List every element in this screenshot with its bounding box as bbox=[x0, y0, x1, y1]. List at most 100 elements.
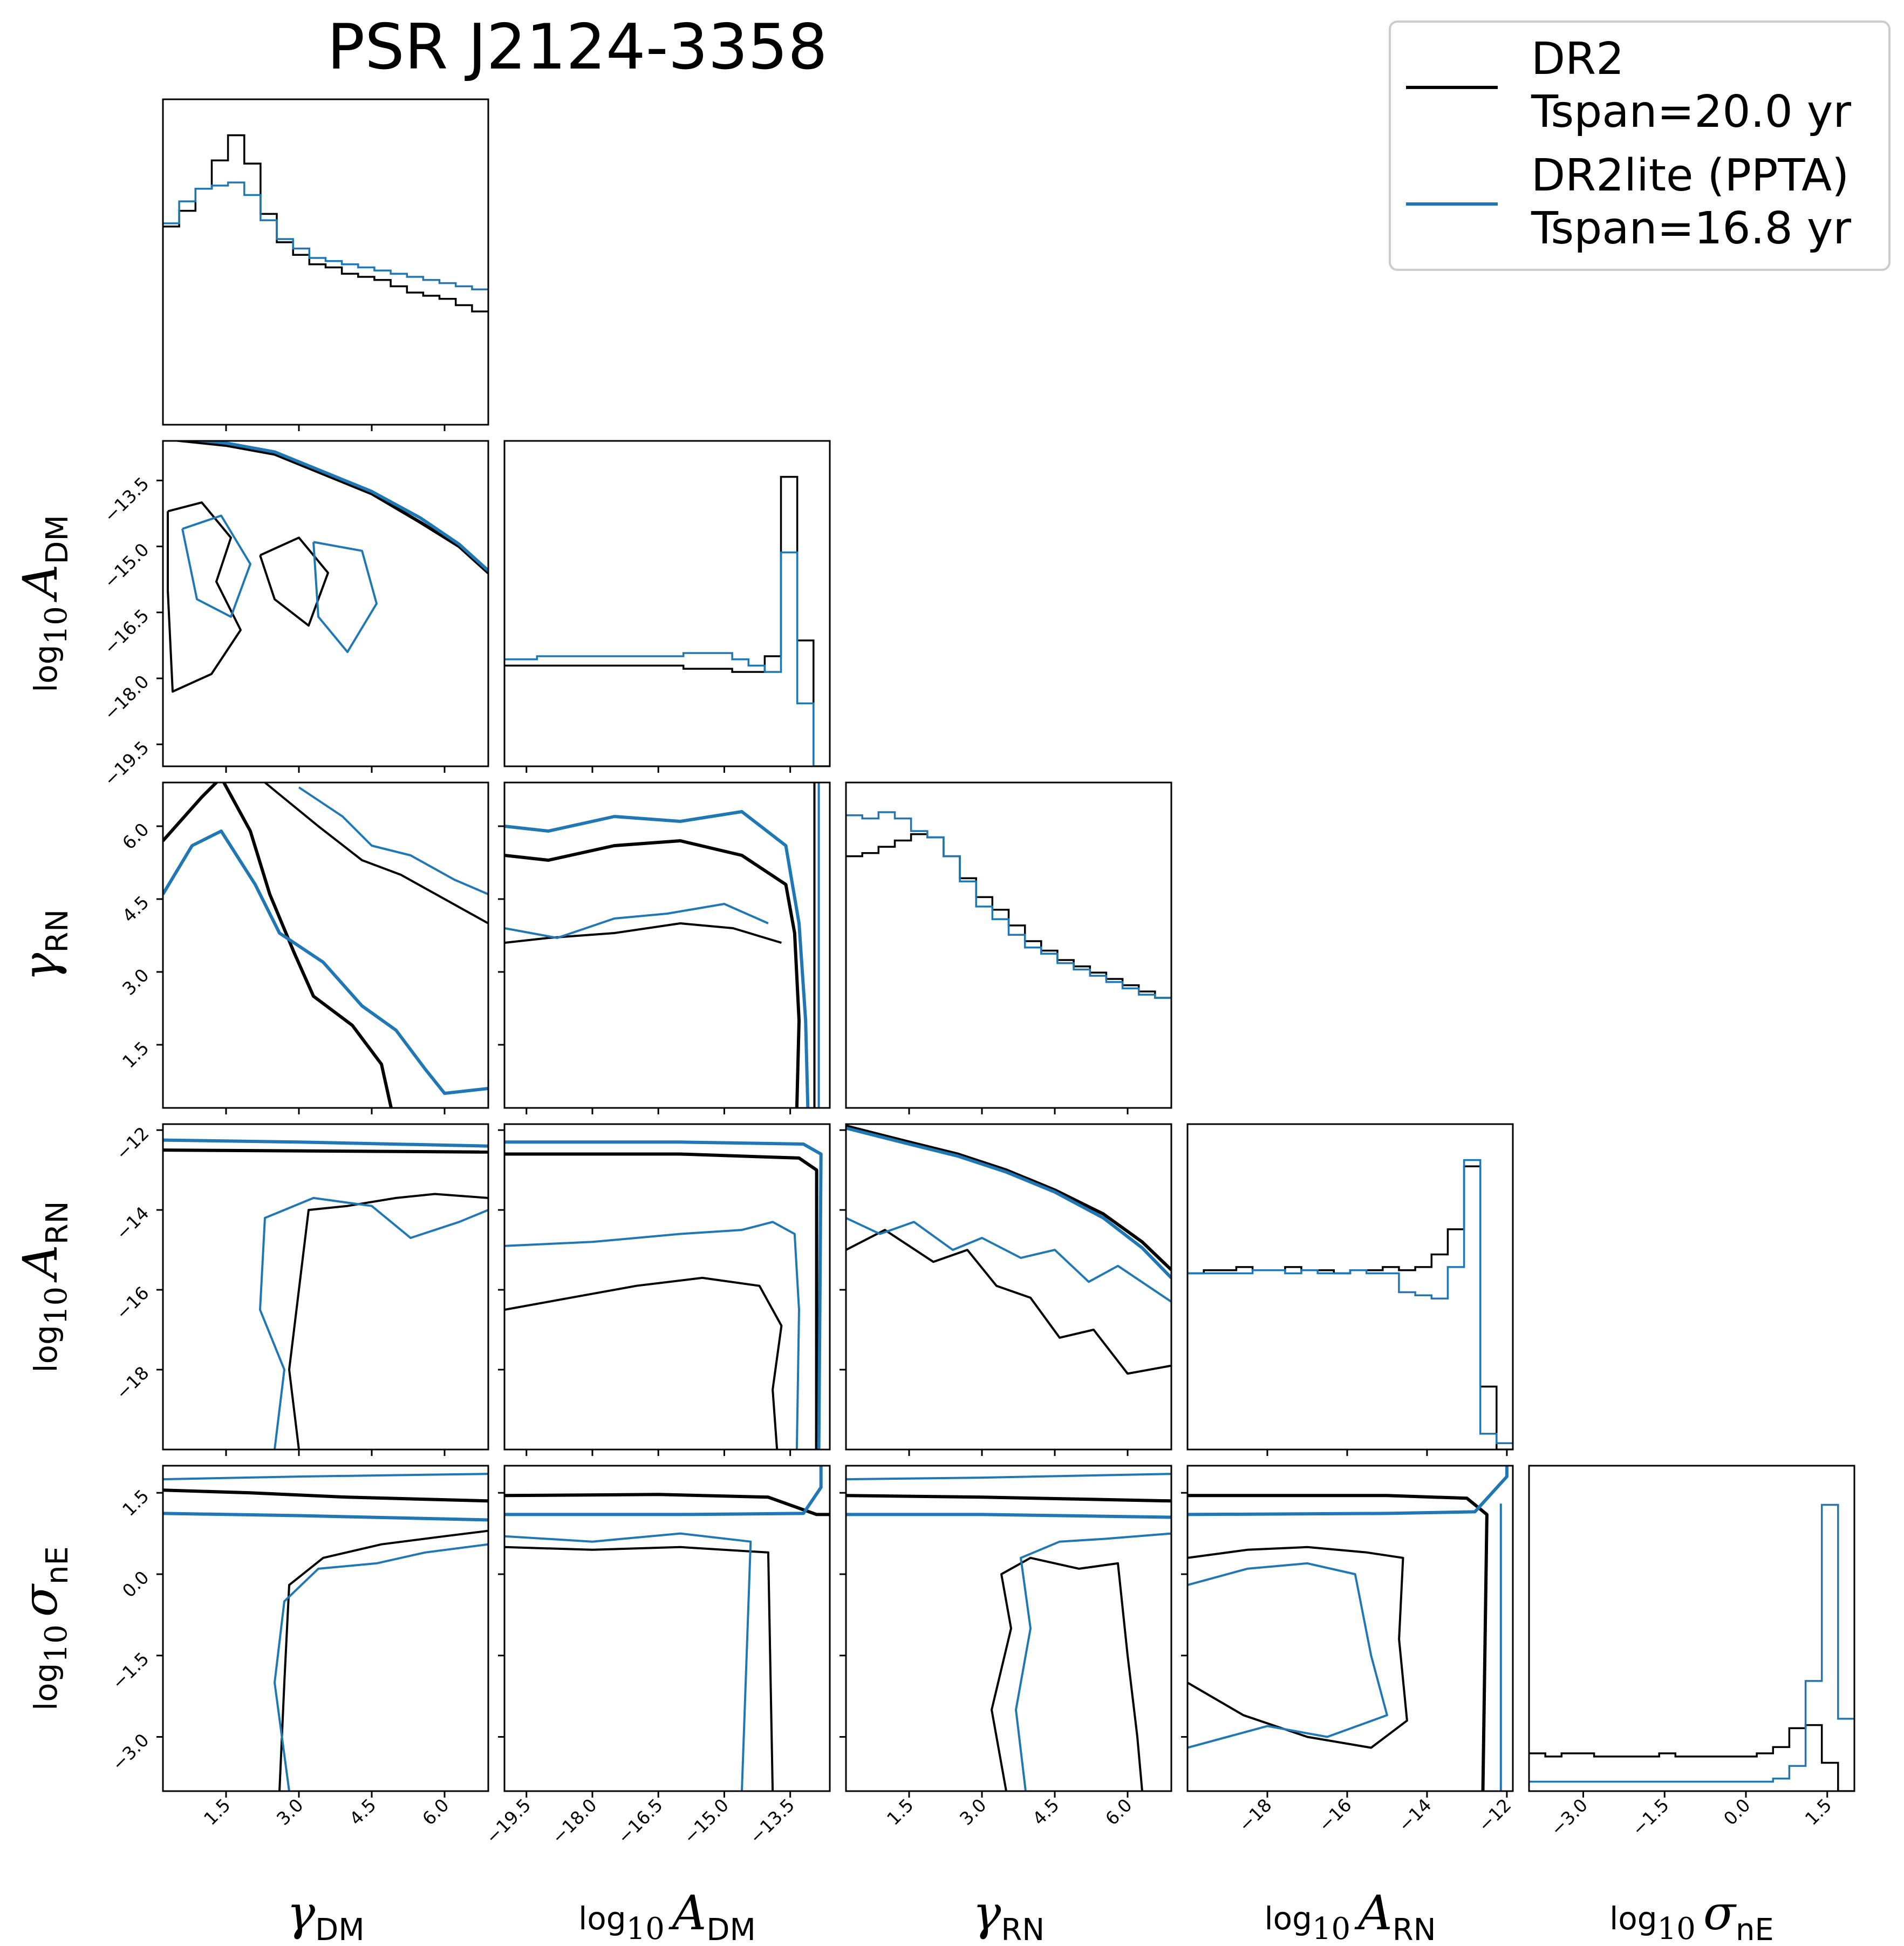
x-tick-label: −1.5 bbox=[1628, 1794, 1673, 1840]
x-tick-label: −18.0 bbox=[548, 1794, 601, 1848]
contour-dr2lite-gamma_dm-vs-log10_A_dm-0 bbox=[189, 441, 488, 572]
contour-dr2-gamma_dm-vs-gamma_rn-0 bbox=[163, 783, 393, 1108]
panel-log10_A_dm bbox=[503, 440, 831, 773]
contour-dr2-gamma_rn-vs-log10_sigma_ne-1 bbox=[991, 1556, 1143, 1791]
legend: DR2 Tspan=20.0 yr DR2lite (PPTA) Tspan=1… bbox=[1389, 21, 1891, 271]
panel-frame bbox=[845, 781, 1172, 1109]
x-tick-label: −19.5 bbox=[481, 1794, 535, 1848]
y-tick-label: 1.5 bbox=[118, 1485, 153, 1520]
y-tick-label: 6.0 bbox=[118, 819, 153, 854]
x-tick-label: 3.0 bbox=[956, 1794, 991, 1829]
panel-log10_sigma_ne-vs-gamma_rn: 1.5 3.0 4.5 6.0 bbox=[840, 1465, 1172, 1829]
contour-dr2lite-gamma_rn-vs-log10_A_rn-0 bbox=[846, 1126, 1171, 1279]
axis-label-log10_A_dm: log10ADM bbox=[12, 515, 75, 692]
contour-dr2-log10_A_dm-vs-log10_sigma_ne-0 bbox=[504, 1493, 830, 1516]
y-tick-label: 3.0 bbox=[118, 964, 153, 999]
axis-label-gamma_rn: γRN bbox=[12, 909, 75, 981]
x-axis-labels: γDM log10 ADM γRN log10 ARN log10 σnE bbox=[286, 1885, 1773, 1946]
legend-label-dr2lite-line1: DR2lite (PPTA) bbox=[1531, 150, 1849, 201]
hist-dr2lite-log10_A_dm bbox=[504, 551, 830, 766]
panel-gamma_rn-vs-log10_A_dm bbox=[498, 781, 831, 1114]
contour-dr2lite-gamma_dm-vs-log10_sigma_ne-0 bbox=[163, 1512, 488, 1522]
legend-frame bbox=[1389, 21, 1891, 271]
contour-dr2lite-log10_A_dm-vs-log10_sigma_ne-1 bbox=[504, 1532, 752, 1791]
panel-frame bbox=[503, 1465, 831, 1792]
y-tick-label: 4.5 bbox=[118, 892, 153, 927]
contour-dr2lite-log10_A_dm-vs-gamma_rn-1 bbox=[504, 903, 769, 939]
contour-dr2-gamma_dm-vs-log10_A_rn-1 bbox=[288, 1193, 488, 1450]
contour-dr2lite-gamma_rn-vs-log10_sigma_ne-1 bbox=[846, 1473, 1171, 1481]
y-tick-label: −3.0 bbox=[107, 1730, 153, 1775]
legend-label-dr2-line2: Tspan=20.0 yr bbox=[1531, 86, 1851, 138]
contour-dr2-log10_A_dm-vs-log10_sigma_ne-1 bbox=[504, 1546, 774, 1791]
panel-gamma_rn-vs-gamma_dm: 1.5 3.0 4.5 6.0 bbox=[118, 781, 489, 1114]
x-tick-label: −3.0 bbox=[1546, 1794, 1592, 1840]
y-tick-label: −15.0 bbox=[100, 539, 153, 593]
contour-dr2-gamma_dm-vs-log10_A_dm-2 bbox=[259, 536, 329, 627]
contour-dr2-gamma_dm-vs-log10_A_dm-0 bbox=[168, 441, 488, 574]
panel-frame bbox=[1186, 1465, 1514, 1792]
contour-dr2lite-gamma_dm-vs-gamma_rn-1 bbox=[298, 786, 488, 895]
contour-dr2-gamma_rn-vs-log10_sigma_ne-0 bbox=[846, 1494, 1171, 1503]
panel-frame bbox=[1186, 1123, 1514, 1451]
panel-log10_sigma_ne: −3.0 −1.5 0.0 1.5 bbox=[1528, 1465, 1855, 1840]
legend-label-dr2lite-line2: Tspan=16.8 yr bbox=[1531, 203, 1851, 254]
contour-dr2lite-gamma_dm-vs-log10_A_rn-1 bbox=[259, 1196, 488, 1450]
contour-dr2lite-gamma_rn-vs-log10_sigma_ne-2 bbox=[1015, 1532, 1171, 1791]
y-tick-label: −14 bbox=[112, 1202, 153, 1244]
panel-log10_A_rn-vs-gamma_dm: −18 −16 −14 −12 bbox=[112, 1122, 489, 1456]
axis-label-log10_A_rn: log10ARN bbox=[12, 1201, 75, 1372]
contour-dr2-gamma_rn-vs-log10_A_rn-1 bbox=[846, 1229, 1171, 1375]
panel-frame bbox=[503, 1123, 831, 1451]
contour-dr2lite-log10_A_dm-vs-log10_sigma_ne-0 bbox=[504, 1466, 823, 1516]
x-tick-label: 1.5 bbox=[1801, 1794, 1836, 1829]
panel-log10_sigma_ne-vs-log10_A_dm: −19.5 −18.0 −16.5 −15.0 −13.5 bbox=[481, 1465, 831, 1848]
hist-dr2-gamma_rn bbox=[846, 833, 1171, 999]
x-tick-label: −18 bbox=[1234, 1794, 1276, 1836]
x-tick-label: 4.5 bbox=[1028, 1794, 1063, 1829]
contour-dr2-log10_A_rn-vs-log10_sigma_ne-1 bbox=[1188, 1546, 1408, 1749]
y-tick-label: −16 bbox=[112, 1282, 153, 1324]
contour-dr2lite-log10_A_dm-vs-gamma_rn-0 bbox=[504, 810, 810, 1108]
y-tick-label: −12 bbox=[112, 1122, 153, 1164]
x-tick-label: −15.0 bbox=[679, 1794, 733, 1848]
x-tick-label: 0.0 bbox=[1719, 1794, 1755, 1829]
x-tick-label: 4.5 bbox=[345, 1794, 380, 1829]
contour-dr2lite-log10_A_dm-vs-log10_A_rn-1 bbox=[504, 1221, 800, 1450]
panel-frame bbox=[162, 781, 489, 1109]
panel-frame bbox=[503, 781, 831, 1109]
panel-frame bbox=[503, 440, 831, 767]
axis-label-gamma_rn: γRN bbox=[973, 1885, 1045, 1946]
panel-log10_sigma_ne-vs-log10_A_rn: −18 −16 −14 −12 bbox=[1181, 1465, 1516, 1836]
x-tick-label: 1.5 bbox=[883, 1794, 918, 1829]
contour-dr2lite-gamma_dm-vs-log10_A_dm-1 bbox=[181, 514, 251, 618]
panel-log10_A_rn-vs-gamma_rn bbox=[840, 1123, 1172, 1456]
y-tick-label: −1.5 bbox=[107, 1648, 153, 1693]
hist-dr2lite-gamma_dm bbox=[163, 181, 488, 291]
panel-frame bbox=[162, 440, 489, 767]
contour-dr2lite-gamma_rn-vs-log10_sigma_ne-0 bbox=[846, 1513, 1171, 1519]
hist-dr2lite-log10_A_rn bbox=[1188, 1159, 1513, 1445]
hist-dr2-log10_A_dm bbox=[504, 475, 830, 766]
axis-label-log10_sigma_ne: log10σnE bbox=[12, 1546, 75, 1711]
contour-dr2lite-log10_A_rn-vs-log10_sigma_ne-2 bbox=[1188, 1562, 1388, 1749]
contour-dr2lite-gamma_dm-vs-gamma_rn-0 bbox=[163, 829, 488, 1095]
contour-dr2lite-gamma_rn-vs-log10_A_rn-1 bbox=[846, 1217, 1171, 1303]
panel-log10_A_rn-vs-log10_A_dm bbox=[498, 1123, 831, 1456]
panel-gamma_dm bbox=[162, 98, 489, 431]
legend-label-dr2-line1: DR2 bbox=[1531, 33, 1624, 85]
x-tick-label: 6.0 bbox=[418, 1794, 453, 1829]
contour-dr2-gamma_dm-vs-log10_A_dm-1 bbox=[167, 501, 242, 693]
hist-dr2-gamma_dm bbox=[163, 134, 488, 312]
x-tick-label: −16 bbox=[1314, 1794, 1356, 1836]
panel-frame bbox=[1528, 1465, 1855, 1792]
y-tick-label: −18.0 bbox=[100, 671, 153, 724]
panel-log10_A_rn bbox=[1186, 1123, 1514, 1456]
contour-dr2-gamma_dm-vs-gamma_rn-1 bbox=[264, 783, 488, 924]
y-tick-label: −13.5 bbox=[100, 473, 153, 526]
contour-dr2-gamma_dm-vs-log10_sigma_ne-0 bbox=[163, 1488, 488, 1503]
panel-frame bbox=[162, 1465, 489, 1792]
panel-log10_sigma_ne-vs-gamma_dm: 1.5 3.0 4.5 6.0 −3.0 −1.5 0.0 1.5 bbox=[107, 1465, 489, 1829]
